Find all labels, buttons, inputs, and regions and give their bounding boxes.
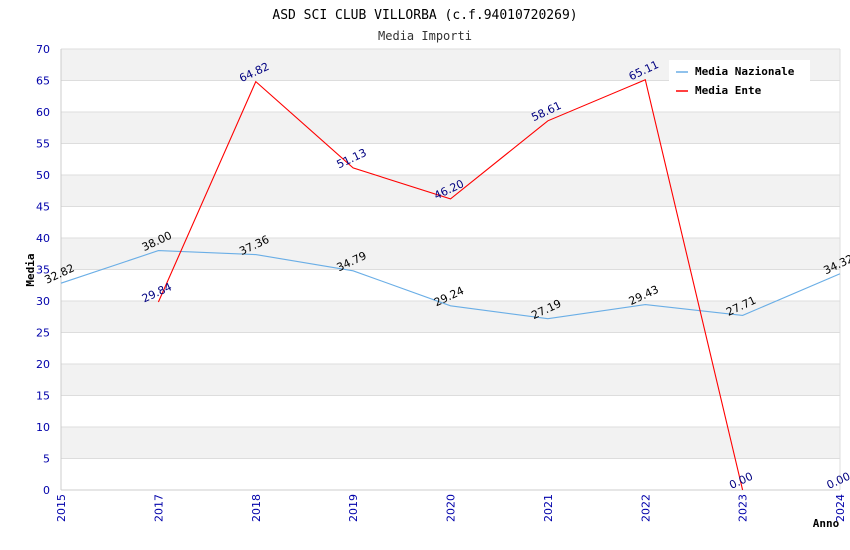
series-line-media-nazionale [60,250,841,320]
grid-band [61,364,840,396]
chart-title: ASD SCI CLUB VILLORBA (c.f.94010720269) [272,8,577,23]
y-tick-label: 55 [36,138,50,151]
x-tick-label: 2019 [347,494,360,522]
y-axis-label: Media [24,253,37,286]
y-tick-label: 20 [36,358,50,371]
y-tick-label: 0 [43,484,50,497]
legend-label: Media Ente [695,84,762,97]
x-tick-label: 2018 [250,494,263,522]
grid-band [61,112,840,144]
y-tick-label: 65 [36,75,50,88]
x-axis-ticks: 2015 2017 2018 2019 2020 2021 2022 2023 2024 [55,494,847,522]
grid-band [61,427,840,459]
y-tick-label: 60 [36,106,50,119]
x-axis-label: Anno [813,517,840,530]
x-tick-label: 2023 [737,494,750,522]
series-line-media-ente [157,79,744,491]
y-tick-label: 25 [36,327,50,340]
legend: Media Nazionale Media Ente [669,60,810,102]
x-tick-label: 2021 [542,494,555,522]
x-tick-label: 2020 [445,494,458,522]
y-tick-label: 70 [36,43,50,56]
y-axis-ticks: 0 5 10 15 20 25 30 35 40 45 50 55 60 65 70 [36,43,50,497]
x-tick-label: 2017 [152,494,165,522]
y-tick-label: 40 [36,232,50,245]
legend-box [669,60,810,102]
grid-band [61,238,840,270]
y-tick-label: 35 [36,264,50,277]
y-tick-label: 45 [36,201,50,214]
legend-label: Media Nazionale [695,65,795,78]
series-lines [60,79,841,491]
x-tick-label: 2024 [834,494,847,522]
y-tick-label: 50 [36,169,50,182]
chart-subtitle: Media Importi [378,29,472,43]
y-tick-label: 5 [43,453,50,466]
x-tick-label: 2015 [55,494,68,522]
x-tick-label: 2022 [639,494,652,522]
y-tick-label: 10 [36,421,50,434]
grid-band [61,175,840,207]
y-tick-label: 15 [36,390,50,403]
y-tick-label: 30 [36,295,50,308]
